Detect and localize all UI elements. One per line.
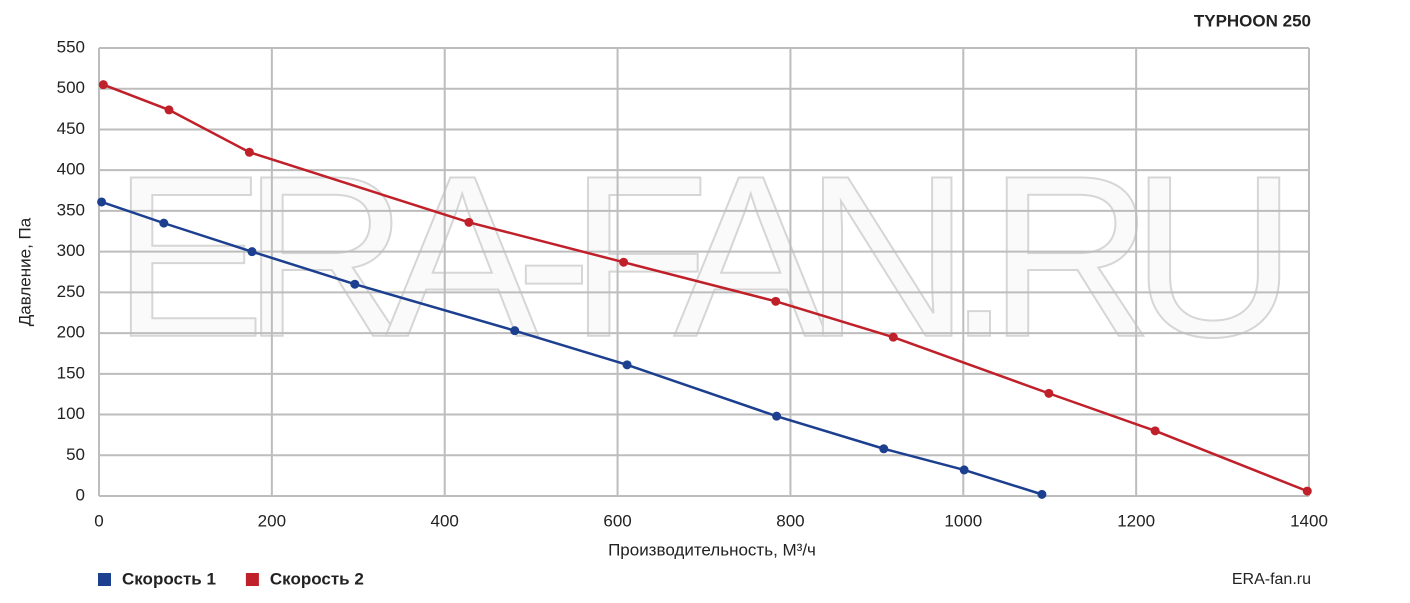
data-point: [510, 326, 520, 336]
chart-title: TYPHOON 250: [1194, 11, 1311, 30]
source: ERA-fan.ru: [1232, 571, 1311, 588]
y-tick-label: 50: [66, 445, 85, 464]
x-axis-label: Производительность, М³/ч: [608, 540, 816, 559]
series-line: [102, 83, 1308, 493]
y-tick-label: 450: [57, 119, 85, 138]
legend-swatch: [98, 573, 111, 586]
series-line: [101, 200, 1043, 496]
data-point: [771, 296, 781, 306]
data-point: [619, 257, 629, 267]
data-point: [244, 147, 254, 157]
x-tick-label: 600: [603, 511, 631, 530]
data-point: [622, 360, 632, 370]
legend-label: Скорость 2: [270, 569, 364, 588]
y-tick-label: 550: [57, 37, 85, 56]
data-point: [959, 465, 969, 475]
data-point: [1037, 489, 1047, 499]
data-point: [247, 247, 257, 257]
legend-label: Скорость 1: [122, 569, 216, 588]
data-point: [464, 217, 474, 227]
data-point: [97, 197, 107, 207]
y-tick-label: 150: [57, 363, 85, 382]
x-tick-label: 1200: [1117, 511, 1155, 530]
y-tick-label: 500: [57, 78, 85, 97]
x-tick-label: 800: [776, 511, 804, 530]
data-point: [98, 80, 108, 90]
data-point: [888, 332, 898, 342]
data-point: [1302, 486, 1312, 496]
data-point: [772, 411, 782, 421]
x-tick-label: 200: [258, 511, 286, 530]
x-tick-label: 0: [94, 511, 103, 530]
data-point: [1044, 388, 1054, 398]
y-tick-label: 350: [57, 200, 85, 219]
y-tick-label: 250: [57, 282, 85, 301]
y-tick-label: 100: [57, 404, 85, 423]
legend-swatch: [245, 573, 259, 586]
x-tick-label: 1400: [1290, 511, 1328, 530]
y-tick-label: 200: [57, 323, 85, 342]
x-tick-label: 400: [431, 511, 459, 530]
data-point: [879, 444, 889, 454]
data-point: [159, 218, 169, 228]
data-point: [1150, 426, 1160, 436]
y-axis-label: Давление, Па: [15, 217, 34, 326]
y-tick-label: 300: [57, 241, 85, 260]
y-tick-label: 0: [76, 485, 85, 504]
data-point: [164, 105, 174, 115]
data-point: [350, 279, 360, 289]
x-tick-label: 1000: [944, 511, 982, 530]
y-tick-label: 400: [57, 160, 85, 179]
